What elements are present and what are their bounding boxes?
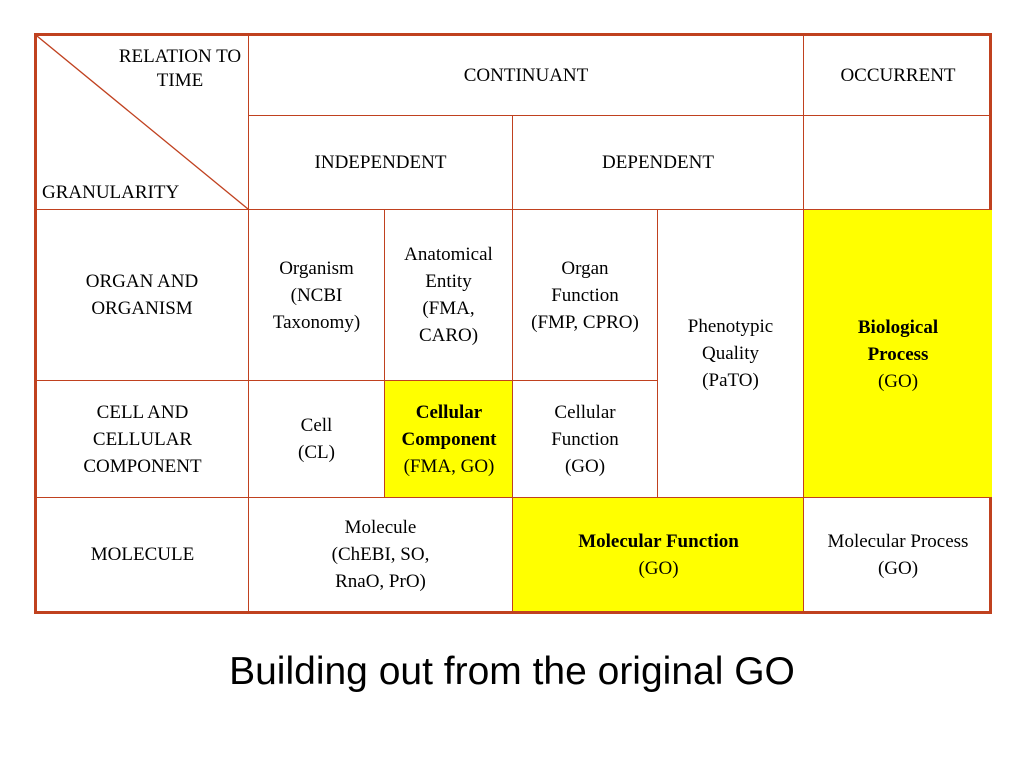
dependent-label: DEPENDENT <box>602 152 714 173</box>
molecule-line2: (ChEBI, SO, <box>331 544 430 565</box>
molecule-line1: Molecule <box>344 517 417 538</box>
organ-function-line2: Function <box>551 284 619 306</box>
bio-process-line3: (GO) <box>877 370 919 392</box>
cf-line3: (GO) <box>564 455 606 477</box>
organism-line3: Taxonomy) <box>272 311 361 333</box>
anatomical-line4: CARO) <box>418 325 479 346</box>
biological-process-cell: Biological Process (GO) <box>804 210 992 498</box>
molecular-function-cell: Molecular Function (GO) <box>513 498 804 611</box>
phenotypic-line1: Phenotypic <box>687 316 774 337</box>
organism-cell: Organism (NCBI Taxonomy) <box>249 210 384 380</box>
cell-cl-cell: Cell (CL) <box>249 381 384 497</box>
organ-function-cell: Organ Function (FMP, CPRO) <box>513 210 657 380</box>
cell-line2: (CL) <box>298 442 335 463</box>
grid-line <box>803 36 804 611</box>
row-cell-label: CELL AND CELLULAR COMPONENT <box>83 401 202 477</box>
cc-line1: Cellular <box>415 402 483 423</box>
occurrent-label: OCCURRENT <box>840 65 956 86</box>
granularity-label: GRANULARITY <box>42 182 180 203</box>
row-header-organ: ORGAN AND ORGANISM <box>47 210 237 380</box>
anatomical-line3: (FMA, <box>422 298 475 319</box>
molecular-process-cell: Molecular Process (GO) <box>804 498 992 611</box>
row-molecule-label: MOLECULE <box>90 544 195 565</box>
ontology-table: Biological Process (GO) Cellular Compone… <box>34 33 992 614</box>
continuant-label: CONTINUANT <box>463 65 589 86</box>
corner-diagonal <box>37 36 249 210</box>
molecule-line3: RnaO, PrO) <box>335 571 426 592</box>
row-organ-label: ORGAN AND ORGANISM <box>85 271 199 319</box>
occurrent-header: OCCURRENT <box>804 36 992 115</box>
anatomical-line1: Anatomical <box>404 244 493 265</box>
organ-function-line1: Organ <box>561 257 609 279</box>
grid-line <box>37 380 657 381</box>
cell-line1: Cell <box>300 415 333 436</box>
anatomical-entity-cell: Anatomical Entity (FMA, CARO) <box>385 210 512 380</box>
organism-line2: (NCBI <box>290 284 343 306</box>
cellular-component-cell: Cellular Component (FMA, GO) <box>385 381 513 498</box>
dependent-header: DEPENDENT <box>513 116 803 209</box>
grid-line <box>37 497 992 498</box>
cc-line2: Component <box>401 429 497 450</box>
grid-line <box>657 210 658 498</box>
relation-to-time-label: RELATION TO TIME <box>118 46 242 91</box>
row-header-molecule: MOLECULE <box>37 498 248 611</box>
cf-line2: Function <box>551 428 619 450</box>
cc-line3: (FMA, GO) <box>403 456 495 477</box>
row-header-cell: CELL AND CELLULAR COMPONENT <box>37 381 248 497</box>
mp-line1: Molecular Process <box>827 530 969 552</box>
mf-line1: Molecular Function <box>578 530 739 552</box>
cellular-function-cell: Cellular Function (GO) <box>513 381 657 497</box>
grid-line <box>37 209 992 210</box>
phenotypic-line3: (PaTO) <box>702 370 759 391</box>
bio-process-line2: Process <box>867 343 929 365</box>
phenotypic-quality-cell: Phenotypic Quality (PaTO) <box>658 210 803 497</box>
anatomical-line2: Entity <box>425 271 472 292</box>
organism-line1: Organism <box>279 257 354 279</box>
grid-line <box>248 36 249 611</box>
cf-line1: Cellular <box>554 401 616 423</box>
slide-caption: Building out from the original GO <box>229 650 795 693</box>
mp-line2: (GO) <box>877 557 919 579</box>
grid-line <box>248 115 992 116</box>
independent-header: INDEPENDENT <box>249 116 512 209</box>
organ-function-line3: (FMP, CPRO) <box>531 311 639 333</box>
independent-label: INDEPENDENT <box>314 152 447 173</box>
mf-line2: (GO) <box>638 557 679 579</box>
phenotypic-line2: Quality <box>702 343 759 364</box>
continuant-header: CONTINUANT <box>249 36 803 115</box>
grid-line <box>384 210 385 498</box>
molecule-cell: Molecule (ChEBI, SO, RnaO, PrO) <box>249 498 512 611</box>
grid-line <box>512 116 513 611</box>
bio-process-line1: Biological <box>857 316 939 338</box>
